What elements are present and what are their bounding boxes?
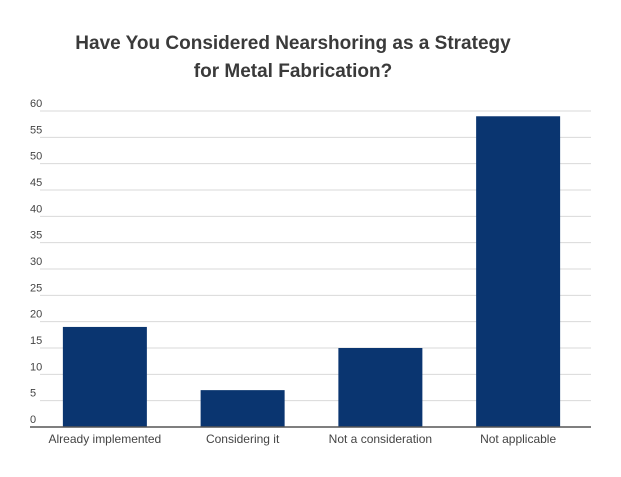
y-tick-label: 45 <box>30 177 42 189</box>
y-tick-label: 25 <box>30 282 42 294</box>
chart-title-line-1: Have You Considered Nearshoring as a Str… <box>75 33 511 54</box>
y-tick-label: 20 <box>30 309 42 321</box>
y-tick-label: 30 <box>30 256 42 268</box>
x-axis-labels: Already implemented Considering it Not a c… <box>49 432 557 446</box>
bars <box>62 116 561 428</box>
bar-already-implemented <box>62 326 147 427</box>
bar-not-a-consideration <box>338 348 423 427</box>
y-tick-label: 15 <box>30 335 42 347</box>
y-tick-label: 10 <box>30 361 42 373</box>
x-category-label: Considering it <box>206 432 280 446</box>
y-tick-label: 0 <box>30 414 36 426</box>
x-category-label: Not applicable <box>480 432 556 446</box>
y-tick-label: 50 <box>30 151 42 163</box>
chart-title: Have You Considered Nearshoring as a Str… <box>0 30 586 86</box>
y-tick-label: 40 <box>30 203 42 215</box>
bar-not-applicable <box>476 116 561 428</box>
bar-considering-it <box>200 390 285 427</box>
x-category-label: Not a consideration <box>329 432 432 446</box>
y-tick-label: 60 <box>30 98 42 110</box>
y-tick-label: 35 <box>30 230 42 242</box>
y-tick-label: 55 <box>30 124 42 136</box>
x-category-label: Already implemented <box>49 432 162 446</box>
y-tick-label: 5 <box>30 388 36 400</box>
chart-title-line-2: for Metal Fabrication? <box>193 61 393 82</box>
y-axis-ticks: 0 5 10 15 20 25 30 35 40 45 50 55 60 <box>30 98 42 426</box>
